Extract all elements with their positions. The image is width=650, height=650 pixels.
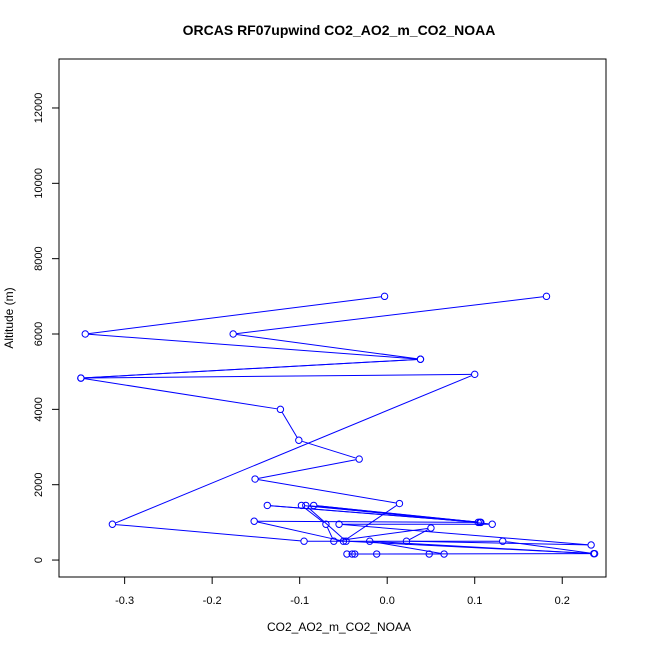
data-point xyxy=(108,520,117,528)
x-tick-label: -0.3 xyxy=(115,595,134,607)
x-tick-label: 0.0 xyxy=(380,595,395,607)
data-point xyxy=(440,550,448,558)
data-point xyxy=(300,537,308,545)
data-point xyxy=(499,537,507,545)
series-segment xyxy=(88,296,382,335)
x-axis: -0.3 -0.2 -0.1 0.0 0.1 0.2 xyxy=(115,577,570,607)
y-tick-label: 6000 xyxy=(33,322,45,346)
y-tick-label: 4000 xyxy=(33,397,45,421)
data-point xyxy=(474,518,482,527)
series-segment xyxy=(115,375,472,524)
series-segment xyxy=(301,440,357,459)
data-point xyxy=(250,517,258,525)
chart-title: ORCAS RF07upwind CO2_AO2_m_CO2_NOAA xyxy=(183,22,496,38)
data-point xyxy=(416,355,425,363)
series-segment xyxy=(281,412,298,438)
series-segment xyxy=(346,505,397,540)
data-point xyxy=(335,520,343,528)
series-segment xyxy=(342,524,588,546)
y-tick-label: 8000 xyxy=(33,246,45,270)
y-tick-label: 0 xyxy=(33,557,45,563)
data-point xyxy=(348,550,356,558)
data-point xyxy=(351,550,359,558)
data-point xyxy=(309,501,318,510)
data-point xyxy=(372,550,381,558)
series-segment xyxy=(88,333,418,360)
x-tick-label: 0.1 xyxy=(467,595,482,607)
x-tick-label: -0.1 xyxy=(290,595,309,607)
series-segment xyxy=(303,507,324,523)
data-point xyxy=(427,524,435,532)
series-segment xyxy=(257,521,341,541)
data-point xyxy=(343,550,351,558)
series-segment xyxy=(84,378,278,410)
data-point xyxy=(402,537,411,545)
series-segment xyxy=(317,505,475,523)
series-segment xyxy=(349,540,592,554)
series-segment xyxy=(258,459,356,479)
series-segment xyxy=(308,507,344,540)
data-point xyxy=(297,501,306,510)
data-point xyxy=(302,501,310,510)
series-segment xyxy=(373,541,441,554)
data-point xyxy=(471,370,479,379)
x-tick-label: -0.2 xyxy=(203,595,222,607)
data-point xyxy=(425,550,433,558)
data-point xyxy=(488,520,496,528)
data-point xyxy=(81,330,89,338)
plot-area-frame xyxy=(58,58,607,578)
data-point xyxy=(395,499,404,508)
data-point xyxy=(330,537,338,545)
series-segment xyxy=(84,358,417,379)
series-segment xyxy=(236,333,418,360)
y-axis: 0 2000 4000 6000 8000 10000 12000 xyxy=(33,93,59,563)
series-segment xyxy=(236,296,544,335)
data-point xyxy=(77,374,85,382)
y-tick-label: 10000 xyxy=(33,168,45,199)
data-point xyxy=(587,541,595,549)
data-point xyxy=(263,501,271,510)
series-segment xyxy=(409,540,588,546)
series-segment xyxy=(84,373,472,379)
data-point xyxy=(322,520,330,528)
x-axis-label: CO2_AO2_m_CO2_NOAA xyxy=(267,620,411,634)
data-point xyxy=(365,537,374,545)
series-segment xyxy=(337,528,428,542)
series-points-group xyxy=(77,292,599,558)
series-segment xyxy=(257,520,475,523)
data-point xyxy=(590,549,599,558)
data-point xyxy=(339,537,348,545)
data-point xyxy=(276,405,285,414)
y-tick-label: 12000 xyxy=(33,93,45,124)
data-point xyxy=(295,436,303,444)
series-segment xyxy=(409,529,429,540)
y-tick-label: 2000 xyxy=(33,472,45,496)
series-segment xyxy=(258,479,397,504)
data-point xyxy=(542,292,551,301)
data-point xyxy=(251,475,259,483)
series-segment xyxy=(115,524,301,542)
data-point xyxy=(229,330,237,338)
y-axis-label: Altitude (m) xyxy=(2,287,16,348)
data-point xyxy=(355,455,363,463)
data-point xyxy=(380,292,389,301)
data-point xyxy=(342,537,350,545)
x-tick-label: 0.2 xyxy=(555,595,570,607)
series-segment xyxy=(326,527,333,539)
